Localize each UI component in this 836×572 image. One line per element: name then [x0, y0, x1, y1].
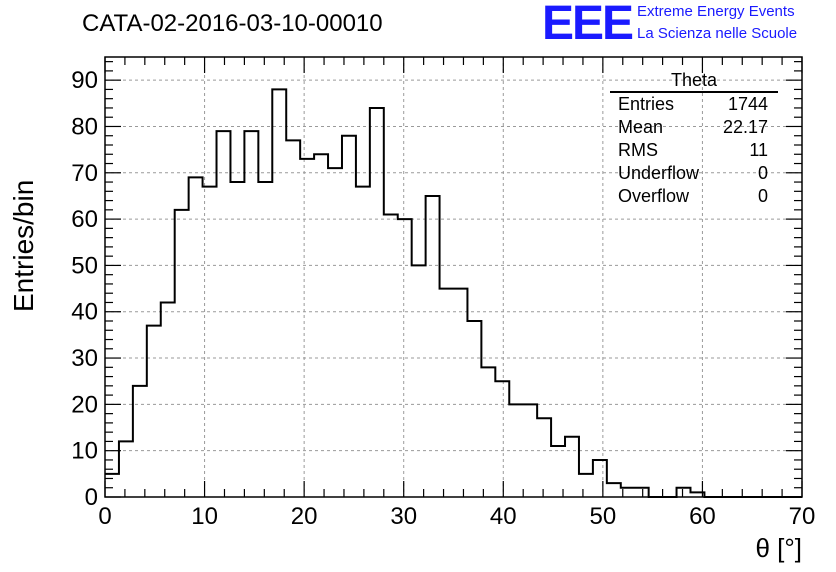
y-axis-label: Entries/bin [8, 179, 39, 312]
histogram-bin [147, 326, 161, 497]
histogram-bin [203, 187, 217, 497]
histogram-bin [593, 460, 607, 497]
histogram-bin [314, 154, 328, 497]
y-tick-label: 80 [71, 113, 98, 140]
x-tick-label: 20 [291, 503, 318, 530]
histogram-bin [495, 381, 509, 497]
histogram-bin [328, 168, 342, 497]
histogram-bin [356, 187, 370, 497]
histogram-bin [175, 210, 189, 497]
x-tick-label: 30 [390, 503, 417, 530]
stats-value: 0 [757, 186, 768, 206]
x-tick-label: 70 [789, 503, 816, 530]
stats-box: Theta Entries 1744 Mean 22.17 RMS 11 Und… [610, 70, 778, 208]
logo-line-2: La Scienza nelle Scuole [637, 25, 798, 42]
histogram-bin [635, 488, 649, 497]
histogram-bin [440, 289, 454, 497]
histogram-bin [217, 131, 231, 497]
histogram-bin [607, 483, 621, 497]
plot-frame [104, 56, 803, 498]
histogram-bin [412, 265, 426, 497]
stats-row-entries: Entries 1744 [610, 93, 778, 116]
x-tick-label: 60 [689, 503, 716, 530]
stats-value: 0 [757, 163, 768, 183]
stats-value: 22.17 [722, 117, 768, 137]
histogram-bin [537, 418, 551, 497]
histogram-bin [105, 474, 119, 497]
histogram-bin [523, 404, 537, 497]
histogram-outline [105, 88, 802, 498]
histogram-bin [161, 302, 175, 497]
histogram-bin [189, 177, 203, 497]
stats-label: Mean [618, 117, 664, 137]
histogram-bin [119, 441, 133, 497]
histogram-bin [509, 404, 523, 497]
stats-row-mean: Mean 22.17 [610, 116, 778, 139]
histogram-bin [133, 386, 147, 497]
y-tick-label: 90 [71, 67, 98, 94]
y-tick-label: 50 [71, 252, 98, 279]
histogram-bin [454, 289, 468, 497]
x-axis-label: θ [°] [755, 533, 802, 563]
y-tick-label: 30 [71, 345, 98, 372]
histogram-bin [342, 136, 356, 497]
stats-title: Theta [610, 70, 778, 93]
x-tick-label: 10 [191, 503, 218, 530]
chart-title: CATA-02-2016-03-10-00010 [82, 10, 383, 37]
histogram-bin [244, 131, 258, 497]
y-tick-label: 60 [71, 206, 98, 233]
y-tick-label: 40 [71, 299, 98, 326]
histogram-bin [426, 196, 440, 497]
stats-row-underflow: Underflow 0 [610, 162, 778, 185]
histogram-bin [370, 108, 384, 497]
stats-value: 11 [749, 140, 768, 160]
histogram-bin [551, 446, 565, 497]
histogram-bin [398, 219, 412, 497]
histogram-bin [565, 437, 579, 497]
logo-line-1: Extreme Energy Events [637, 3, 795, 20]
histogram-bin [300, 159, 314, 497]
y-tick-label: 0 [85, 484, 98, 511]
x-tick-label: 50 [590, 503, 617, 530]
histogram-bin [384, 214, 398, 497]
y-tick-label: 70 [71, 160, 98, 187]
x-tick-label: 0 [98, 503, 111, 530]
stats-value: 1744 [727, 94, 768, 114]
stats-row-rms: RMS 11 [610, 139, 778, 162]
histogram-bin [690, 492, 704, 497]
stats-label: Entries [618, 94, 675, 114]
stats-label: RMS [618, 140, 658, 160]
stats-label: Underflow [618, 163, 700, 183]
x-tick-label: 40 [490, 503, 517, 530]
eee-logo: EEE [542, 0, 634, 50]
histogram-bin [579, 474, 593, 497]
y-tick-label: 20 [71, 391, 98, 418]
histogram-bin [286, 140, 300, 497]
histogram-bin [621, 488, 635, 497]
histogram-bin [481, 367, 495, 497]
histogram-bin [272, 89, 286, 497]
histogram-bin [677, 488, 691, 497]
stats-label: Overflow [618, 186, 690, 206]
histogram-bin [258, 182, 272, 497]
histogram-bin [467, 321, 481, 497]
y-tick-label: 10 [71, 438, 98, 465]
stats-row-overflow: Overflow 0 [610, 185, 778, 208]
histogram-bin [230, 182, 244, 497]
